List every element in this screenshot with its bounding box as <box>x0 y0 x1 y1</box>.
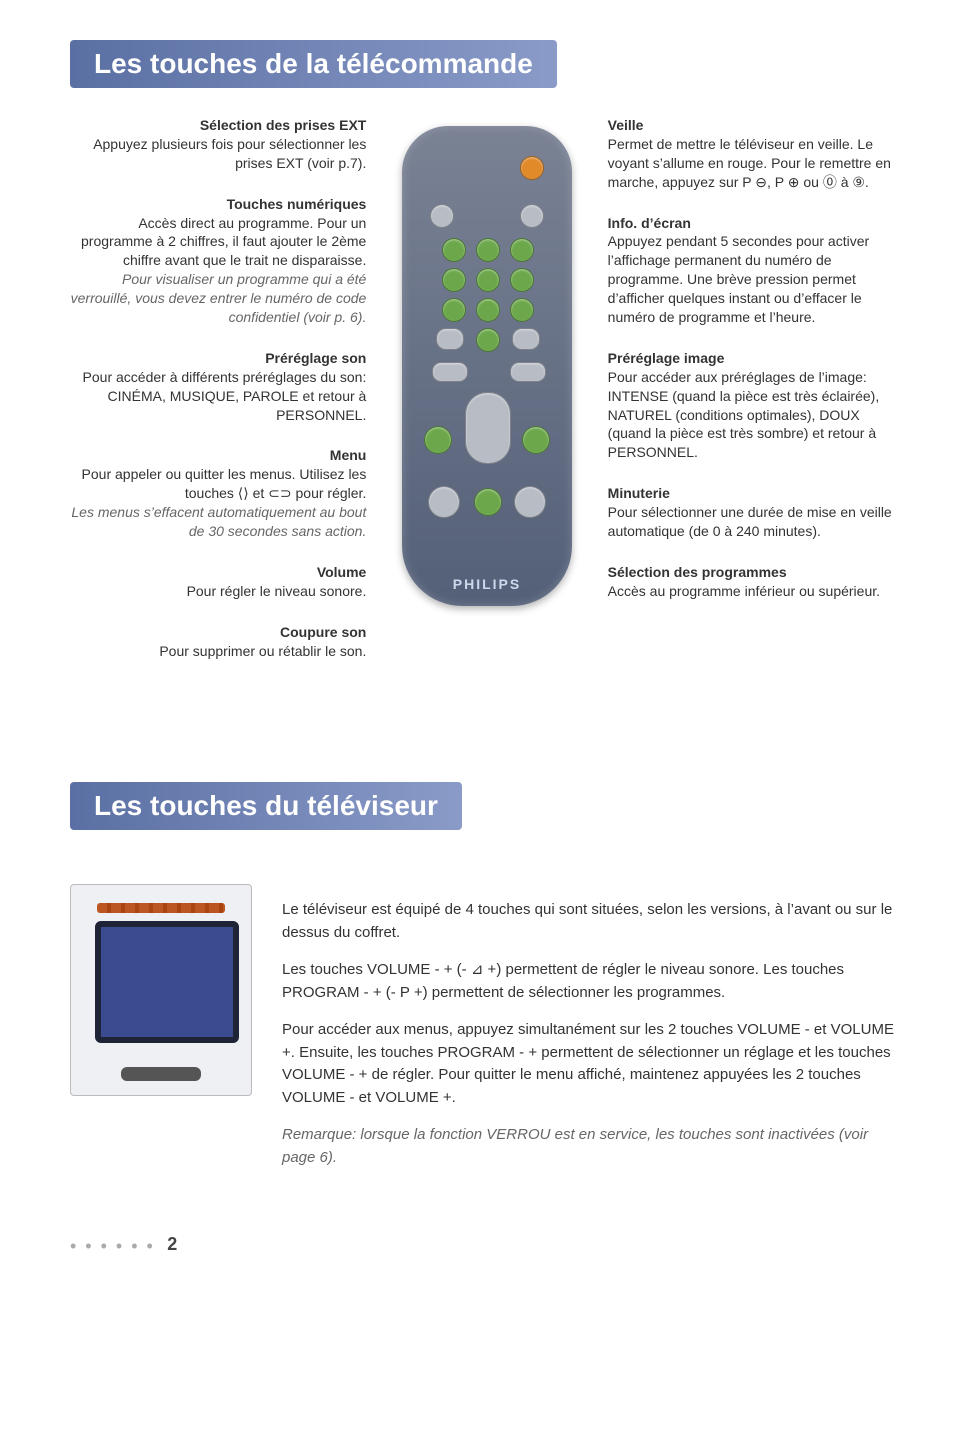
block-menu: Menu Pour appeler ou quitter les menus. … <box>70 446 366 540</box>
remote-illustration: PHILIPS <box>402 126 572 606</box>
ext-body: Appuyez plusieurs fois pour sélectionner… <box>70 135 366 173</box>
standby-button-icon <box>520 156 544 180</box>
vol-title: Volume <box>70 563 366 582</box>
block-timer: Minuterie Pour sélectionner une durée de… <box>608 484 904 541</box>
info-button-icon <box>520 204 544 228</box>
right-column: Veille Permet de mettre le téléviseur en… <box>608 116 904 682</box>
timer-body: Pour sélectionner une durée de mise en v… <box>608 503 904 541</box>
block-vol: Volume Pour régler le niveau sonore. <box>70 563 366 601</box>
mute-body: Pour supprimer ou rétablir le son. <box>70 642 366 661</box>
block-prog: Sélection des programmes Accès au progra… <box>608 563 904 601</box>
prog-body: Accès au programme inférieur ou supérieu… <box>608 582 904 601</box>
block-pimg: Préréglage image Pour accéder aux prérég… <box>608 349 904 462</box>
tv-text: Le téléviseur est équipé de 4 touches qu… <box>282 884 904 1184</box>
preset-image-icon <box>512 328 540 350</box>
key9-icon <box>510 298 534 322</box>
ext-button-icon <box>430 204 454 228</box>
pson-title: Préréglage son <box>70 349 366 368</box>
veille-title: Veille <box>608 116 904 135</box>
menu-body: Pour appeler ou quitter les menus. Utili… <box>70 465 366 503</box>
page-number: 2 <box>167 1234 177 1254</box>
cursor-pad-icon <box>465 392 511 464</box>
tv-section: Les touches du téléviseur Le téléviseur … <box>70 782 904 1184</box>
tv-note: Remarque: lorsque la fonction VERROU est… <box>282 1124 904 1169</box>
block-veille: Veille Permet de mettre le téléviseur en… <box>608 116 904 192</box>
pimg-body: Pour accéder aux préréglages de l’image:… <box>608 368 904 462</box>
menu-title: Menu <box>70 446 366 465</box>
tv-row: Le téléviseur est équipé de 4 touches qu… <box>70 884 904 1184</box>
tv-p2: Les touches VOLUME - + (- ⊿ +) permetten… <box>282 959 904 1004</box>
key0-icon <box>476 328 500 352</box>
remote-brand: PHILIPS <box>402 576 572 592</box>
block-info: Info. d’écran Appuyez pendant 5 secondes… <box>608 214 904 327</box>
tv-illustration <box>70 884 252 1096</box>
num-body: Accès direct au programme. Pour un progr… <box>70 214 366 271</box>
section2-title: Les touches du téléviseur <box>70 782 462 830</box>
key1-icon <box>442 238 466 262</box>
num-note: Pour visualiser un programme qui a été v… <box>70 270 366 327</box>
remote-column: PHILIPS <box>378 116 595 682</box>
info-body: Appuyez pendant 5 secondes pour activer … <box>608 232 904 326</box>
key6-icon <box>510 268 534 292</box>
menu-button-icon <box>432 362 468 382</box>
left-column: Sélection des prises EXT Appuyez plusieu… <box>70 116 366 682</box>
vol-minus-icon <box>428 486 460 518</box>
key4-icon <box>442 268 466 292</box>
vol-plus-icon <box>424 426 452 454</box>
key7-icon <box>442 298 466 322</box>
prog-minus-icon <box>514 486 546 518</box>
menu-note: Les menus s’effacent automatiquement au … <box>70 503 366 541</box>
block-pson: Préréglage son Pour accéder à différents… <box>70 349 366 425</box>
key5-icon <box>476 268 500 292</box>
prog-plus-icon <box>522 426 550 454</box>
pimg-title: Préréglage image <box>608 349 904 368</box>
tv-p1: Le téléviseur est équipé de 4 touches qu… <box>282 899 904 944</box>
block-ext: Sélection des prises EXT Appuyez plusieu… <box>70 116 366 173</box>
veille-body: Permet de mettre le téléviseur en veille… <box>608 135 904 192</box>
vol-body: Pour régler le niveau sonore. <box>70 582 366 601</box>
page-footer: • • • • • • 2 <box>70 1234 904 1256</box>
tv-top-icon <box>97 903 225 913</box>
footer-dots-icon: • • • • • • <box>70 1236 155 1256</box>
remote-layout: Sélection des prises EXT Appuyez plusieu… <box>70 116 904 682</box>
mute-title: Coupure son <box>70 623 366 642</box>
preset-sound-icon <box>436 328 464 350</box>
tv-base-icon <box>121 1067 201 1081</box>
pson-body: Pour accéder à différents préréglages du… <box>70 368 366 425</box>
num-title: Touches numériques <box>70 195 366 214</box>
ext-title: Sélection des prises EXT <box>70 116 366 135</box>
tv-screen-icon <box>95 921 239 1043</box>
block-mute: Coupure son Pour supprimer ou rétablir l… <box>70 623 366 661</box>
prog-title: Sélection des programmes <box>608 563 904 582</box>
info-title: Info. d’écran <box>608 214 904 233</box>
tv-p3: Pour accéder aux menus, appuyez simultan… <box>282 1019 904 1109</box>
mute-button-icon <box>474 488 502 516</box>
key8-icon <box>476 298 500 322</box>
block-num: Touches numériques Accès direct au progr… <box>70 195 366 327</box>
key3-icon <box>510 238 534 262</box>
timer-title: Minuterie <box>608 484 904 503</box>
key2-icon <box>476 238 500 262</box>
timer-button-icon <box>510 362 546 382</box>
section1-title: Les touches de la télécommande <box>70 40 557 88</box>
